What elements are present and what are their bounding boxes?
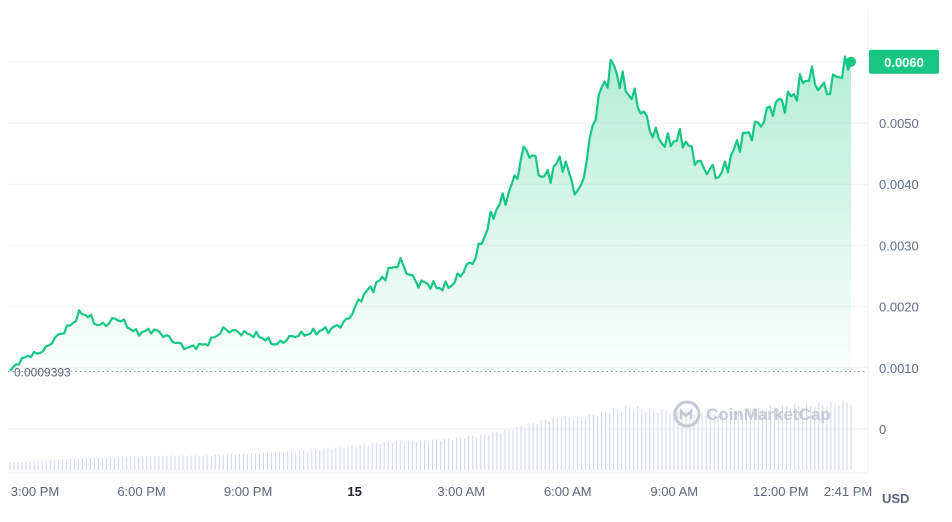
y-tick-label: 0.0050 xyxy=(879,116,919,131)
x-tick-label: 6:00 PM xyxy=(117,484,165,499)
x-tick-label: 3:00 AM xyxy=(437,484,485,499)
currency-label: USD xyxy=(882,491,909,506)
x-axis-ticks: 3:00 PM 6:00 PM 9:00 PM 15 3:00 AM 6:00 AM 9:0… xyxy=(11,484,872,499)
price-line xyxy=(9,55,853,372)
open-price-label: 0.0009393 xyxy=(14,366,71,380)
y-tick-label: 0.0010 xyxy=(879,361,919,376)
price-area xyxy=(10,56,851,372)
current-price-badge-bg xyxy=(869,49,939,74)
x-tick-label: 9:00 PM xyxy=(224,484,272,499)
coinmarketcap-logo-icon xyxy=(673,400,701,428)
watermark-text: CoinMarketCap xyxy=(706,405,831,424)
current-price-label: 0.0060 xyxy=(884,55,924,70)
y-tick-label: 0.0040 xyxy=(879,177,919,192)
x-tick-label: 3:00 PM xyxy=(11,484,59,499)
y-tick-label: 0.0030 xyxy=(879,238,919,253)
coinmarketcap-watermark: CoinMarketCap xyxy=(673,400,831,428)
current-price-badge: 0.0060 xyxy=(869,49,939,74)
x-tick-label: 2:41 PM xyxy=(824,484,872,499)
y-tick-label: 0 xyxy=(879,422,886,437)
x-tick-label: 6:00 AM xyxy=(544,484,592,499)
x-tick-label: 15 xyxy=(347,484,361,499)
y-tick-label: 0.0020 xyxy=(879,300,919,315)
current-price-dot[interactable] xyxy=(846,56,856,67)
x-tick-label: 9:00 AM xyxy=(650,484,698,499)
x-tick-label: 12:00 PM xyxy=(753,484,809,499)
